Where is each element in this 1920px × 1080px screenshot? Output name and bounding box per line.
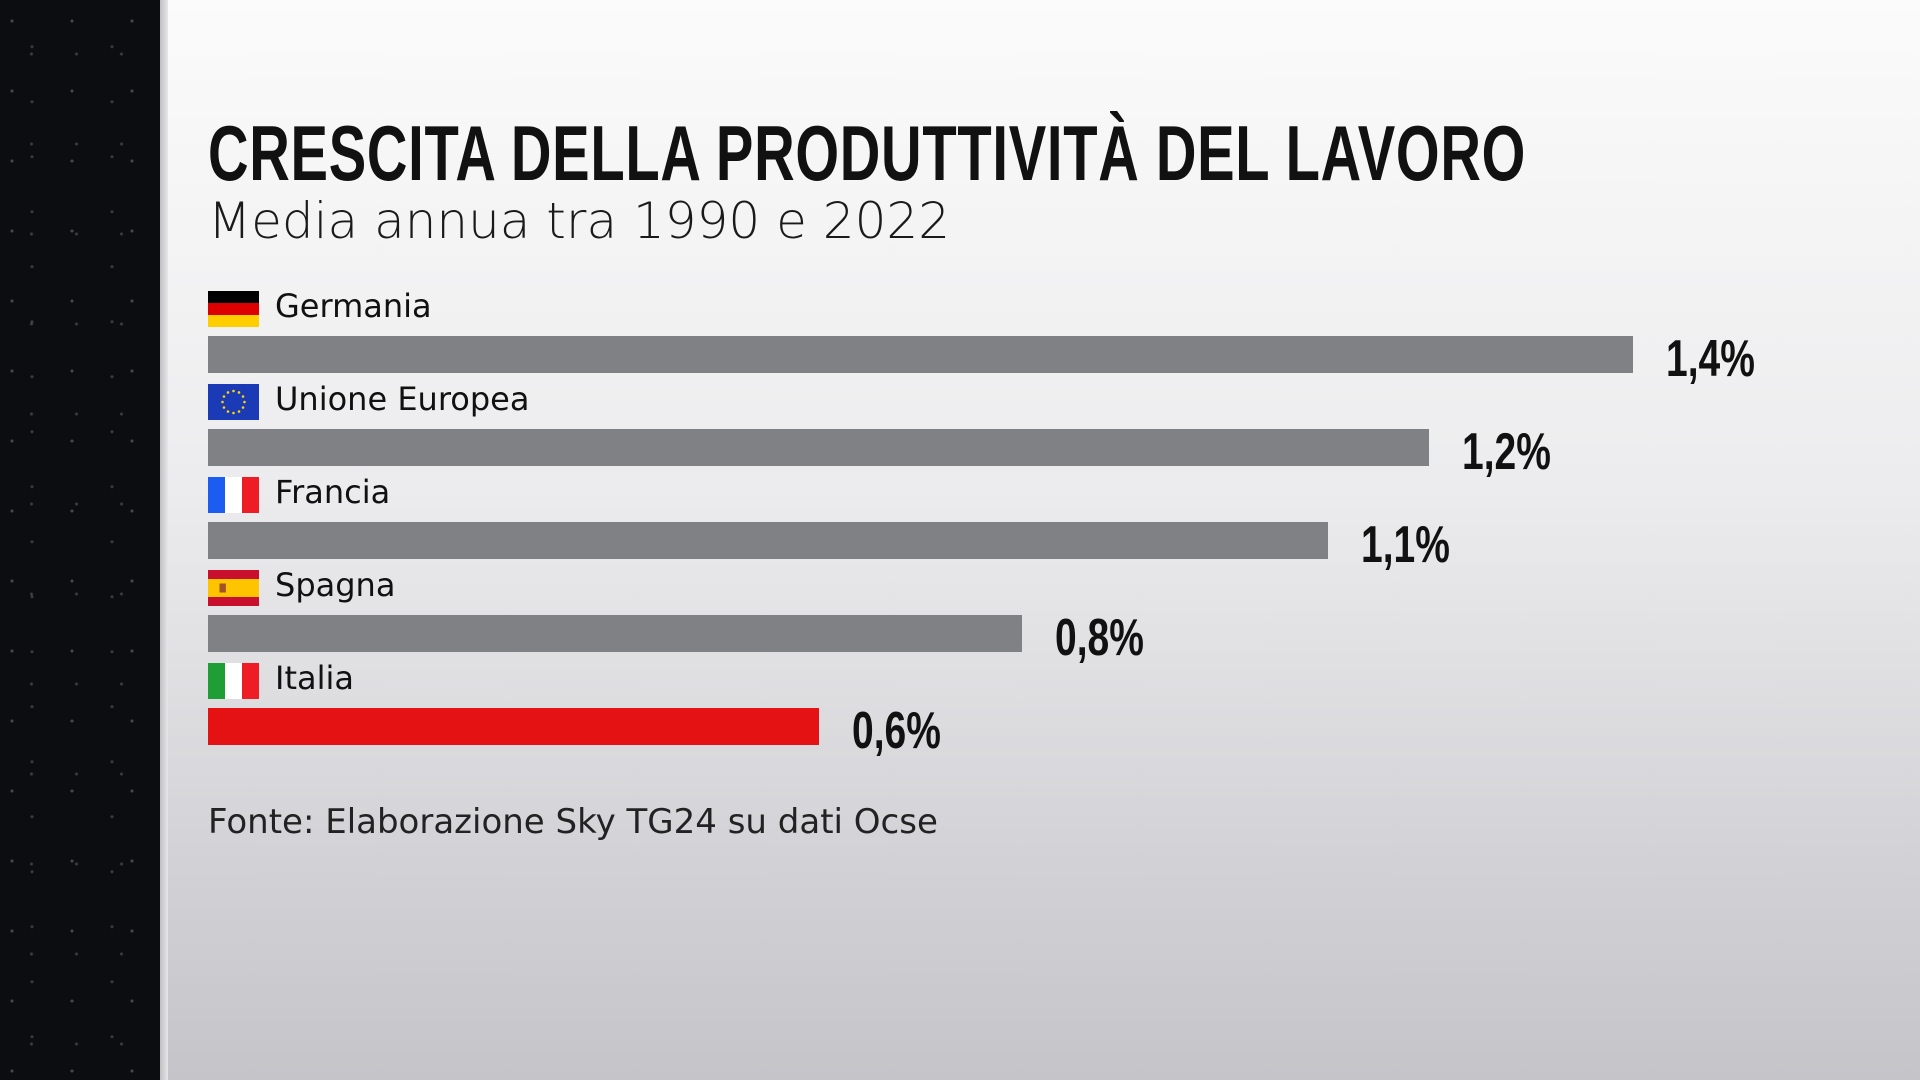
category-label: Spagna — [275, 566, 396, 604]
dark-side-panel — [0, 0, 160, 1080]
germany-flag-icon — [208, 291, 259, 327]
bar — [208, 429, 1430, 466]
value-label: 1,1% — [1360, 516, 1450, 574]
bar — [208, 522, 1328, 559]
category-label: Germania — [275, 287, 432, 325]
bar — [208, 708, 819, 745]
bar — [208, 336, 1633, 373]
value-label: 1,4% — [1666, 330, 1755, 388]
value-label: 0,8% — [1055, 609, 1145, 667]
category-label: Francia — [275, 473, 391, 511]
category-label: Italia — [275, 659, 354, 697]
value-label: 0,6% — [851, 702, 941, 760]
bar — [208, 615, 1023, 652]
italy-flag-icon — [208, 663, 259, 699]
panel-edge — [160, 0, 168, 1080]
france-flag-icon — [208, 477, 259, 513]
spain-flag-icon — [208, 570, 259, 606]
chart-title: CRESCITA DELLA PRODUTTIVITÀ DEL LAVORO — [208, 109, 1527, 197]
eu-flag-icon — [208, 384, 259, 420]
chart-subtitle: Media annua tra 1990 e 2022 — [208, 192, 951, 250]
value-label: 1,2% — [1462, 423, 1552, 481]
category-label: Unione Europea — [275, 380, 530, 418]
source-note: Fonte: Elaborazione Sky TG24 su dati Ocs… — [208, 802, 938, 842]
